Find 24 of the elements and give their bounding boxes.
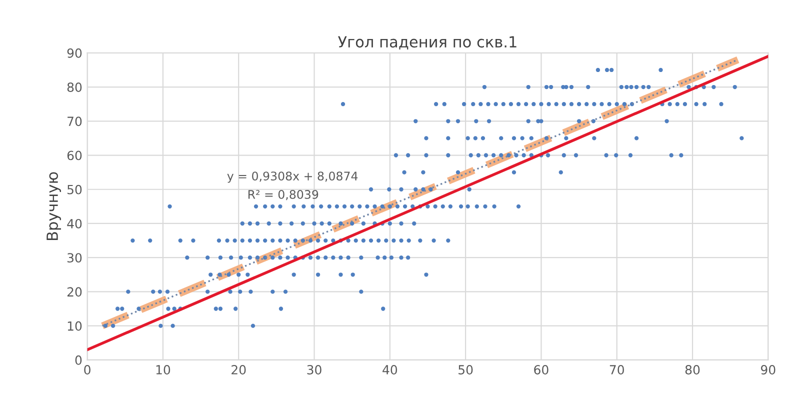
y-tick-label: 30 <box>67 253 82 263</box>
annotation: y = 0,9308x + 8,0874 <box>227 172 358 183</box>
x-tick-label: 70 <box>610 365 624 374</box>
y-tick-label: 80 <box>67 82 82 92</box>
y-tick-label: 70 <box>68 116 82 126</box>
x-tick-label: 80 <box>685 365 700 374</box>
x-tick-label: 0 <box>84 365 90 374</box>
x-tick-label: 10 <box>156 365 170 374</box>
y-tick-label: 10 <box>68 321 82 331</box>
y-tick-label: 50 <box>68 184 82 194</box>
y-tick-label: 60 <box>67 150 82 160</box>
y-tick-label: 0 <box>75 355 82 365</box>
x-tick-label: 20 <box>232 365 246 374</box>
x-tick-label: 40 <box>382 365 398 374</box>
x-tick-label: 30 <box>307 365 322 374</box>
x-tick-label: 90 <box>760 365 776 374</box>
y-axis-title: Вручную <box>46 172 61 240</box>
annotation: R² = 0,8039 <box>248 190 318 200</box>
y-tick-label: 40 <box>67 218 82 228</box>
x-tick-label: 50 <box>458 365 473 374</box>
x-tick-label: 60 <box>534 365 548 374</box>
y-tick-label: 20 <box>67 287 82 297</box>
y-tick-label: 90 <box>67 48 82 58</box>
chart-title: Угол падения по скв.1 <box>338 36 516 50</box>
